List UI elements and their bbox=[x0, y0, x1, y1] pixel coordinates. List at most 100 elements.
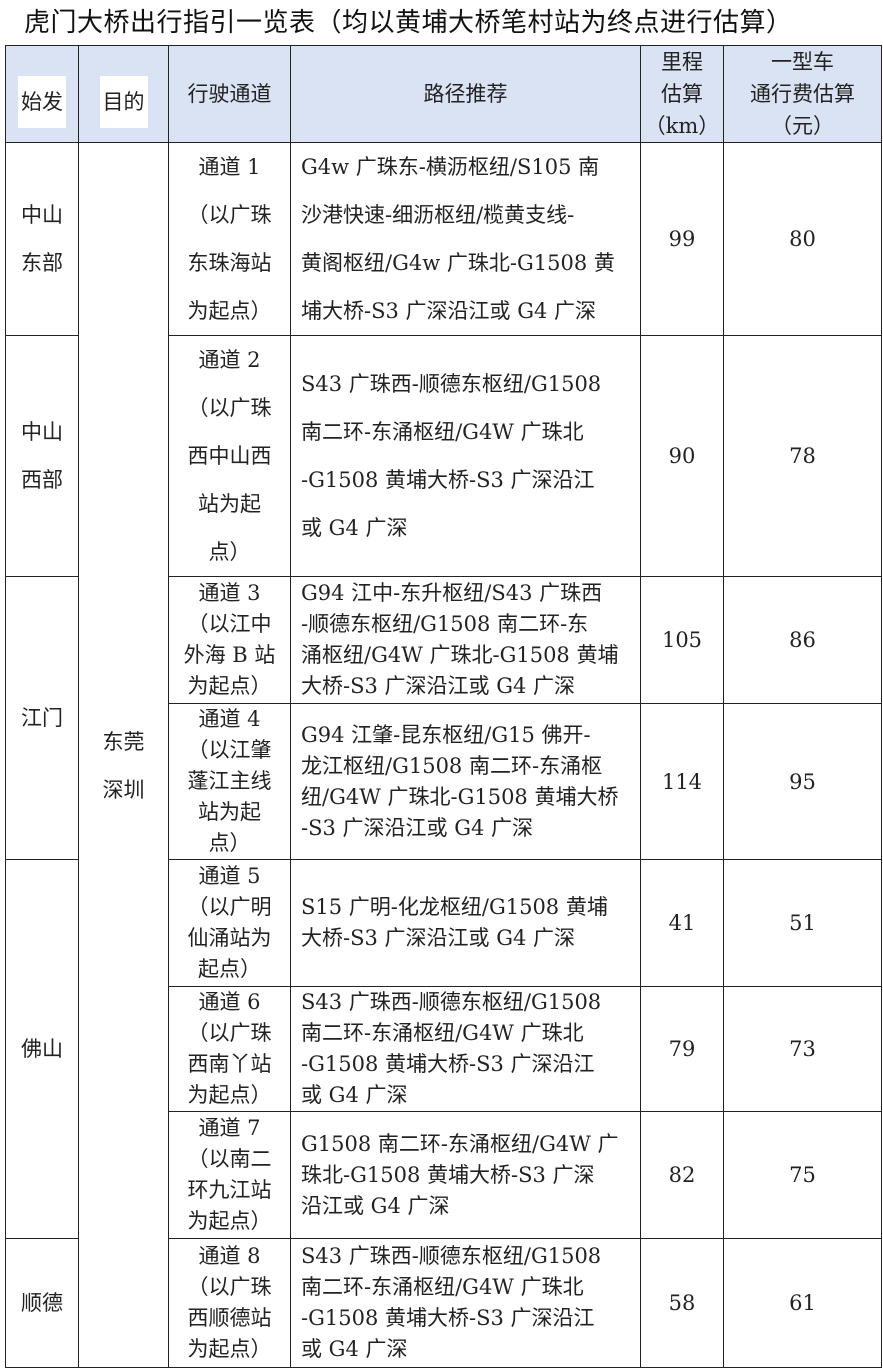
route-line: 龙江枢纽/G1508 南二环-东涌枢 bbox=[301, 753, 603, 778]
toll-cell: 51 bbox=[723, 859, 882, 987]
distance-cell: 41 bbox=[640, 859, 724, 987]
channel-line: （以江中 bbox=[187, 612, 272, 636]
table-row: 顺德 通道 8 （以广珠 西顺德站 为起点） S43 广珠西-顺德东枢纽/G1508 南二环… bbox=[5, 1238, 882, 1368]
distance-cell: 90 bbox=[640, 335, 724, 577]
origin-cell: 中山 西部 bbox=[5, 335, 79, 577]
origin-cell: 中山 东部 bbox=[5, 142, 79, 336]
destination-line: 东莞 bbox=[102, 730, 145, 754]
origin-cell: 顺德 bbox=[5, 1238, 79, 1368]
channel-line: 东珠海站 bbox=[187, 251, 272, 275]
toll-cell: 95 bbox=[723, 703, 882, 860]
toll-cell: 73 bbox=[723, 986, 882, 1112]
channel-line: 通道 7 bbox=[198, 1116, 261, 1140]
channel-line: 蓬江主线 bbox=[187, 769, 272, 793]
origin-line: 东部 bbox=[21, 251, 63, 275]
route-line: 或 G4 广深 bbox=[301, 516, 408, 540]
route-line: 埔大桥-S3 广深沿江或 G4 广深 bbox=[301, 299, 597, 323]
channel-line: 通道 6 bbox=[198, 990, 261, 1014]
channel-cell: 通道 5 （以广明 仙涌站为 起点） bbox=[168, 859, 291, 987]
channel-line: （以广珠 bbox=[187, 396, 272, 420]
toll-cell: 78 bbox=[723, 335, 882, 577]
header-toll-line: （元） bbox=[771, 114, 834, 138]
header-distance-line: （km） bbox=[644, 114, 720, 138]
origin-line: 中山 bbox=[21, 203, 63, 227]
origin-cell: 佛山 bbox=[5, 859, 79, 1239]
header-origin: 始发 bbox=[5, 45, 79, 143]
route-cell: G4w 广珠东-横沥枢纽/S105 南沙港快速-细沥枢纽/榄黄支线- 黄阁枢纽/G… bbox=[290, 142, 641, 336]
route-line: -G1508 黄埔大桥-S3 广深沿江 bbox=[301, 468, 595, 492]
table-row: 江门 通道 3 （以江中外海 B 站为起点） G94 江中-东升枢纽/S43 广珠西 -… bbox=[5, 576, 882, 860]
route-line: S15 广明-化龙枢纽/G1508 黄埔 bbox=[301, 895, 608, 919]
channel-cell: 通道 1 （以广珠 东珠海站 为起点） bbox=[168, 142, 291, 336]
channel-line: 站为起 bbox=[198, 492, 261, 516]
channel-line: 站为起 bbox=[198, 800, 261, 824]
header-distance: 里程 估算 （km） bbox=[640, 45, 724, 143]
route-line: 或 G4 广深 bbox=[301, 1337, 408, 1361]
route-line: 黄阁枢纽/G4w 广珠北-G1508 黄 bbox=[301, 251, 615, 275]
header-destination: 目的 bbox=[78, 45, 169, 143]
channel-line: 点） bbox=[208, 540, 251, 564]
route-line: S43 广珠西-顺德东枢纽/G1508 bbox=[301, 372, 602, 396]
table-row: 佛山 通道 5 （以广明 仙涌站为 起点） S15 广明-化龙枢纽/G1508 黄埔 大桥-… bbox=[5, 859, 882, 1239]
toll-cell: 86 bbox=[723, 576, 882, 704]
channel-line: 为起点） bbox=[187, 1337, 272, 1361]
header-distance-line: 里程 bbox=[661, 50, 703, 74]
channel-line: 西中山西 bbox=[187, 444, 272, 468]
origin-cell: 江门 bbox=[5, 576, 79, 860]
route-cell: S43 广珠西-顺德东枢纽/G1508 南二环-东涌枢纽/G4W 广珠北 -G150… bbox=[290, 1238, 641, 1368]
channel-cell: 通道 8 （以广珠 西顺德站 为起点） bbox=[168, 1238, 291, 1368]
channel-line: 为起点） bbox=[187, 299, 272, 323]
toll-cell: 80 bbox=[723, 142, 882, 336]
channel-line: 通道 2 bbox=[198, 348, 261, 372]
channel-line: 西南丫站 bbox=[187, 1052, 272, 1076]
route-line: G94 江中-东升枢纽/S43 广珠西 bbox=[301, 581, 603, 605]
destination-cell: 东莞 深圳 bbox=[78, 142, 169, 1368]
page-title: 虎门大桥出行指引一览表（均以黄埔大桥笔村站为终点进行估算） bbox=[24, 8, 793, 38]
channel-line: （以江肇 bbox=[187, 738, 272, 762]
route-line: S43 广珠西-顺德东枢纽/G1508 bbox=[301, 990, 602, 1014]
route-line: 沿江或 G4 广深 bbox=[301, 1193, 450, 1218]
header-row: 始发 目的 行驶通道 路径推荐 里程 估算 （km） 一型车 通行费估算 （元） bbox=[5, 45, 882, 143]
origin-line: 佛山 bbox=[21, 1036, 63, 1061]
route-line: -顺德东枢纽/G1508 南二环-东 bbox=[301, 612, 589, 636]
route-line: G94 江肇-昆东枢纽/G15 佛开- bbox=[301, 722, 591, 747]
route-line: -G1508 黄埔大桥-S3 广深沿江 bbox=[301, 1306, 595, 1330]
distance-cell: 58 bbox=[640, 1238, 724, 1368]
origin-line: 西部 bbox=[21, 468, 63, 492]
route-line: 南二环-东涌枢纽/G4W 广珠北 bbox=[301, 1021, 584, 1045]
channel-line: 点） bbox=[208, 831, 251, 855]
channel-line: （以广珠 bbox=[187, 1021, 272, 1045]
channel-line: 环九江站 bbox=[187, 1178, 272, 1202]
channel-line: 通道 5 bbox=[198, 864, 261, 888]
channel-cell: 通道 6 （以广珠西南丫站为起点） bbox=[168, 986, 291, 1112]
header-route: 路径推荐 bbox=[290, 45, 641, 143]
channel-line: （以广明 bbox=[187, 895, 272, 919]
channel-line: 西顺德站 bbox=[187, 1306, 272, 1330]
route-line: G4w 广珠东-横沥枢纽/S105 南 bbox=[301, 155, 600, 179]
route-line: 大桥-S3 广深沿江或 G4 广深 bbox=[301, 674, 576, 698]
origin-line: 顺德 bbox=[21, 1290, 63, 1315]
route-cell: G1508 南二环-东涌枢纽/G4W 广珠北-G1508 黄埔大桥-S3 广深沿… bbox=[290, 1111, 641, 1239]
channel-line: 仙涌站为 bbox=[187, 926, 272, 950]
route-line: 沙港快速-细沥枢纽/榄黄支线- bbox=[301, 203, 575, 227]
route-line: G1508 南二环-东涌枢纽/G4W 广 bbox=[301, 1131, 619, 1156]
distance-cell: 99 bbox=[640, 142, 724, 336]
route-cell: G94 江中-东升枢纽/S43 广珠西 -顺德东枢纽/G1508 南二环-东 涌枢纽… bbox=[290, 576, 641, 704]
channel-line: 通道 3 bbox=[198, 581, 261, 605]
channel-line: （以广珠 bbox=[187, 203, 272, 227]
origin-line: 中山 bbox=[21, 420, 63, 444]
route-line: 南二环-东涌枢纽/G4W 广珠北 bbox=[301, 1275, 584, 1299]
route-cell: G94 江肇-昆东枢纽/G15 佛开- 龙江枢纽/G1508 南二环-东涌枢 纽/G… bbox=[290, 703, 641, 860]
channel-line: 为起点） bbox=[187, 1083, 272, 1107]
header-origin-label: 始发 bbox=[18, 76, 66, 128]
distance-cell: 105 bbox=[640, 576, 724, 704]
channel-line: （以南二 bbox=[187, 1147, 272, 1171]
table-row: 通道 4 （以江肇 蓬江主线 站为起 点） G94 江肇-昆东枢纽/G15 佛开- 龙江枢纽… bbox=[6, 703, 882, 860]
channel-line: 外海 B 站 bbox=[183, 643, 276, 667]
route-line: S43 广珠西-顺德东枢纽/G1508 bbox=[301, 1244, 602, 1268]
table-row: 通道 6 （以广珠西南丫站为起点） S43 广珠西-顺德东枢纽/G1508 南二环-东… bbox=[6, 986, 882, 1112]
distance-cell: 79 bbox=[640, 986, 724, 1112]
toll-cell: 75 bbox=[723, 1111, 882, 1239]
distance-cell: 82 bbox=[640, 1111, 724, 1239]
channel-line: 为起点） bbox=[187, 674, 272, 698]
